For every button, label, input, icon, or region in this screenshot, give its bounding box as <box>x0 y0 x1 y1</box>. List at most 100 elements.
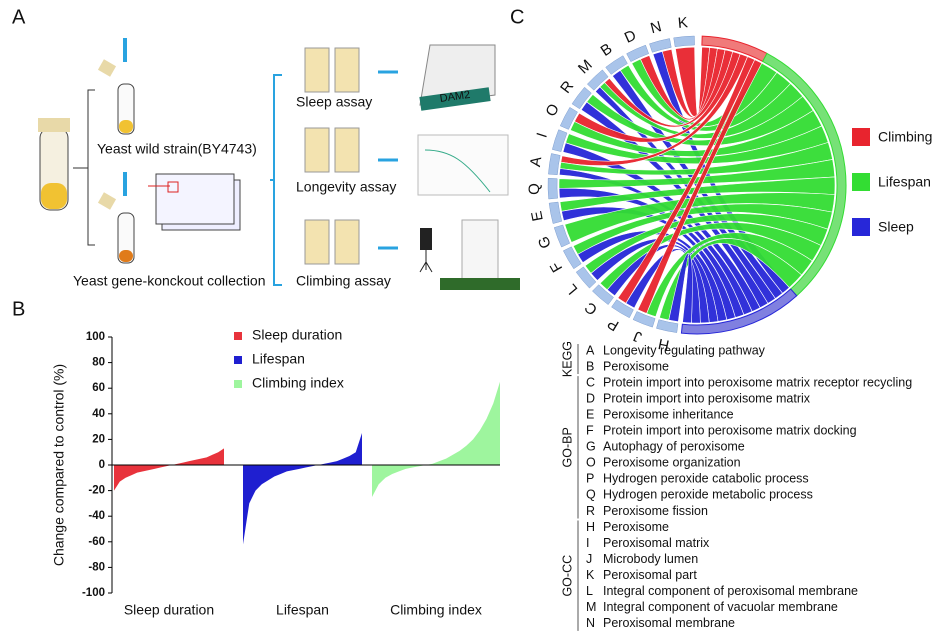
ring-segment <box>548 153 561 176</box>
y-tick-label: -40 <box>88 510 105 522</box>
ring-label: G <box>535 234 555 251</box>
term-letter: A <box>586 343 595 357</box>
ring-segment <box>649 38 672 53</box>
legend-swatch <box>234 356 242 364</box>
legend-swatch <box>852 218 870 236</box>
panel-label: A <box>12 6 26 28</box>
y-tick-label: 40 <box>92 408 105 420</box>
ring-segment <box>548 201 563 224</box>
y-tick-label: 0 <box>99 459 105 471</box>
legend-label: Climbing <box>878 129 932 145</box>
x-tick-label: Lifespan <box>276 602 329 618</box>
ring-segment <box>626 44 649 62</box>
term-text: Peroxisome inheritance <box>603 407 734 421</box>
ring-label: A <box>527 156 545 168</box>
distribution-area <box>372 381 500 497</box>
term-text: Peroxisomal part <box>603 568 697 582</box>
term-letter: F <box>586 424 594 438</box>
term-letter: O <box>586 456 596 470</box>
y-tick-label: 60 <box>92 382 105 394</box>
chord-ribbon <box>668 252 693 324</box>
term-letter: H <box>586 520 595 534</box>
legend-label: Lifespan <box>878 174 931 190</box>
ring-segment <box>547 177 558 200</box>
legend-swatch <box>234 332 242 340</box>
y-tick-label: -80 <box>88 561 105 573</box>
y-tick-label: -60 <box>88 536 105 548</box>
term-letter: I <box>586 536 589 550</box>
term-letter: D <box>586 391 595 405</box>
legend-label: Climbing index <box>252 375 344 391</box>
term-text: Hydrogen peroxide metabolic process <box>603 488 813 502</box>
term-text: Peroxisome <box>603 520 669 534</box>
ring-segment <box>571 86 592 110</box>
panel-label: B <box>12 298 25 320</box>
term-text: Peroxisomal membrane <box>603 616 735 630</box>
term-text: Peroxisome organization <box>603 456 741 470</box>
group-label: GO-BP <box>560 427 574 467</box>
panel-a-art <box>38 38 520 290</box>
legend-swatch <box>852 128 870 146</box>
term-letter: B <box>586 359 594 373</box>
term-text: Peroxisome fission <box>603 504 708 518</box>
device-label: DAM2 <box>439 89 471 105</box>
term-letter: P <box>586 472 594 486</box>
term-text: Integral component of peroxisomal membra… <box>603 584 858 598</box>
ring-segment <box>551 129 568 152</box>
y-tick-label: -100 <box>82 587 105 599</box>
term-letter: E <box>586 407 594 421</box>
term-letter: N <box>586 616 595 630</box>
term-text: Longevity regulating pathway <box>603 343 766 357</box>
group-label: GO-CC <box>560 555 574 597</box>
group-label: KEGG <box>560 341 574 377</box>
ring-label: N <box>649 18 664 37</box>
ring-segment <box>575 266 597 289</box>
legend-label: Lifespan <box>252 351 305 367</box>
term-letter: G <box>586 440 596 454</box>
assay-label: Sleep assay <box>296 94 372 110</box>
legend-swatch <box>234 380 242 388</box>
ring-label: E <box>528 209 547 222</box>
ring-label: K <box>677 14 688 32</box>
chord-ribbon <box>637 59 763 314</box>
ring-segment <box>656 319 679 333</box>
ring-segment <box>553 224 571 248</box>
ring-label: Q <box>526 183 543 195</box>
ring-segment <box>611 299 634 319</box>
term-letter: L <box>586 584 593 598</box>
ring-label: I <box>534 131 551 140</box>
term-text: Peroxisome <box>603 359 669 373</box>
y-tick-label: 20 <box>92 433 105 445</box>
knockout-label: Yeast gene-konckout collection <box>73 273 266 289</box>
legend-label: Sleep duration <box>252 327 342 343</box>
ring-label: H <box>657 335 671 354</box>
term-letter: J <box>586 552 592 566</box>
ring-segment <box>559 107 578 130</box>
x-tick-label: Climbing index <box>390 602 482 618</box>
y-tick-label: 100 <box>86 331 105 343</box>
assay-label: Climbing assay <box>296 273 391 289</box>
ring-segment <box>562 246 582 270</box>
ring-segment <box>586 69 609 91</box>
assay-label: Longevity assay <box>296 179 396 195</box>
ring-segment <box>605 55 628 75</box>
legend-label: Sleep <box>878 219 914 235</box>
legend-swatch <box>852 173 870 191</box>
term-text: Protein import into peroxisome matrix re… <box>603 375 912 389</box>
term-text: Integral component of vacuolar membrane <box>603 600 838 614</box>
term-text: Peroxisomal matrix <box>603 536 710 550</box>
term-letter: C <box>586 375 595 389</box>
y-tick-label: 80 <box>92 357 105 369</box>
term-text: Protein import into peroxisome matrix do… <box>603 424 857 438</box>
term-letter: Q <box>586 488 596 502</box>
term-text: Microbody lumen <box>603 552 698 566</box>
x-tick-label: Sleep duration <box>124 602 214 618</box>
panel-label: C <box>510 6 524 28</box>
term-text: Autophagy of peroxisome <box>603 440 745 454</box>
y-tick-label: -20 <box>88 485 105 497</box>
term-letter: K <box>586 568 595 582</box>
wild-strain-label: Yeast wild strain(BY4743) <box>97 141 257 157</box>
ring-segment <box>632 311 656 328</box>
term-text: Hydrogen peroxide catabolic process <box>603 472 809 486</box>
